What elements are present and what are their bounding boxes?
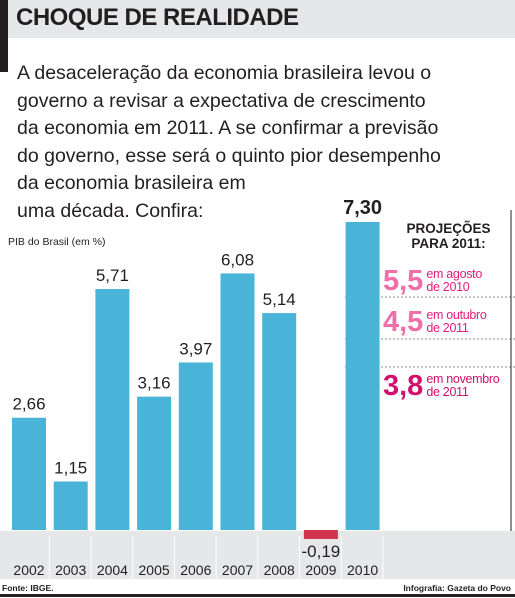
projection-label-line: em novembro [426, 372, 500, 386]
bar-2006 [178, 362, 213, 530]
intro-line: do governo, esse será o quinto pior dese… [17, 144, 441, 167]
x-tick-label-2004: 2004 [97, 562, 128, 578]
y-axis-label: PIB do Brasil (em %) [8, 236, 106, 248]
value-label-2003: 1,15 [54, 458, 87, 477]
credit-note: Infografia: Gazeta do Povo [403, 583, 511, 593]
x-tick-label-2003: 2003 [55, 562, 86, 578]
bar-2004 [95, 289, 130, 530]
bar-2003 [53, 481, 88, 530]
intro-line: A desaceleração da economia brasileira l… [17, 62, 432, 84]
x-tick-label-2008: 2008 [264, 562, 295, 578]
projection-value: 4,5 [383, 306, 424, 338]
x-tick-label-2005: 2005 [139, 562, 170, 578]
projections-title-line: PROJEÇÕES [406, 221, 491, 236]
page-title: CHOQUE DE REALIDADE [16, 4, 299, 31]
projection-november: 3,8 em novembro de 2011 [383, 370, 500, 402]
projections-title-line: PARA 2011: [411, 236, 486, 251]
source-note: Fonte: IBGE. [2, 583, 54, 593]
value-label-2007: 6,08 [221, 250, 254, 269]
value-label-2008: 5,14 [263, 290, 296, 309]
value-label-2009: -0,19 [302, 542, 341, 561]
projection-october: 4,5 em outubro de 2011 [383, 307, 487, 337]
header-accent-bar [0, 0, 8, 38]
projection-label: em agosto de 2010 [426, 268, 482, 294]
projection-label-line: de 2011 [426, 321, 469, 335]
projection-label-line: em agosto [426, 267, 482, 281]
intro-line: da economia em 2011. A se confirmar a pr… [17, 117, 439, 139]
bar-2009 [303, 530, 338, 539]
projection-august: 5,5 em agosto de 2010 [383, 266, 482, 296]
bar-2002 [12, 417, 46, 530]
projection-value: 3,8 [383, 370, 424, 402]
value-label-2006: 3,97 [179, 339, 212, 358]
header: CHOQUE DE REALIDADE [0, 0, 515, 38]
value-label-2002: 2,66 [12, 395, 45, 414]
projection-label-line: de 2011 [426, 385, 469, 399]
projection-label: em outubro de 2011 [426, 308, 487, 335]
value-label-2004: 5,71 [96, 266, 129, 285]
projections-title: PROJEÇÕES PARA 2011: [382, 221, 515, 251]
x-tick-label-2006: 2006 [180, 562, 211, 578]
intro-line: da economia brasileira em [17, 172, 246, 194]
projection-label-line: em outubro [426, 308, 487, 322]
x-tick-label-2009: 2009 [305, 562, 336, 578]
intro-line: uma década. Confira: [17, 199, 204, 222]
projection-value: 5,5 [383, 265, 424, 297]
bar-2010 [345, 221, 380, 530]
intro-line: governo a revisar a expectativa de cresc… [17, 89, 426, 112]
bar-2007 [220, 273, 255, 530]
value-label-2005: 3,16 [138, 374, 171, 393]
value-label-2010: 7,30 [343, 197, 382, 219]
bar-2008 [262, 313, 297, 530]
side-accent-bar [0, 38, 8, 72]
bottom-rule [0, 594, 515, 597]
x-tick-label-2007: 2007 [222, 562, 253, 578]
projection-label: em novembro de 2011 [426, 373, 499, 399]
x-tick-label-2010: 2010 [347, 562, 378, 578]
intro-text: A desaceleração da economia brasileira l… [17, 60, 441, 225]
projection-label-line: de 2010 [426, 280, 470, 294]
x-tick-label-2002: 2002 [13, 562, 44, 578]
bar-2005 [137, 396, 172, 530]
